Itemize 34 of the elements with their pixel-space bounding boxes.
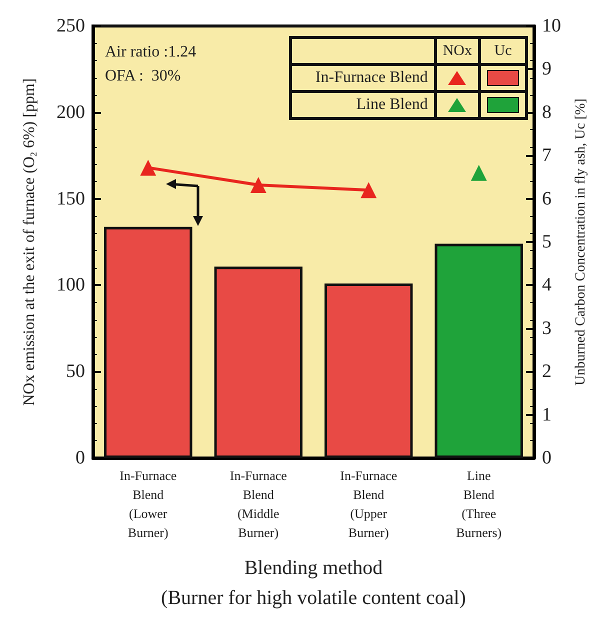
annotation: NOx <box>435 38 480 64</box>
y2-tick-label: 3 <box>542 318 552 339</box>
y2-axis-title: Unburned Carbon Concentration in fly ash, Uc [%] <box>574 98 588 386</box>
y2-tick-label: 8 <box>542 102 552 123</box>
y-tick-label: 100 <box>56 274 85 296</box>
y2-tick-label: 4 <box>542 274 552 296</box>
point <box>140 160 156 176</box>
y2-tick-label: 5 <box>542 232 552 252</box>
point <box>250 176 266 193</box>
y2-tick-label: 2 <box>542 361 552 382</box>
y2-tick-label: 1 <box>542 404 552 426</box>
y2-tick-label: 9 <box>542 58 552 80</box>
point <box>360 182 377 198</box>
point <box>470 164 487 181</box>
x-tick-label: In-Furnace Blend (Middle Burner) <box>230 468 288 540</box>
legend-label: Line Blend <box>290 92 436 118</box>
y-tick-label: 250 <box>56 16 85 36</box>
y-tick-label: 50 <box>66 361 85 382</box>
y2-tick-label: 7 <box>542 145 552 166</box>
x-tick-label: In-Furnace Blend (Lower Burner) <box>120 468 177 540</box>
y-tick-label: 150 <box>56 188 85 210</box>
x-axis-title: Blending method (Burner for high volatile content coal) <box>161 557 466 609</box>
x-tick-label: Line Blend (Three Burners) <box>456 468 502 540</box>
y2-tick-label: 10 <box>542 16 561 36</box>
y-axis-title: NOx emission at the exit of furnace (O2 6%) [ppm] <box>21 78 38 406</box>
y-tick-label: 200 <box>56 102 85 123</box>
legend-label: In-Furnace Blend <box>290 64 436 92</box>
x-tick-label: In-Furnace Blend (Upper Burner) <box>340 468 398 540</box>
y2-tick-label: 6 <box>542 188 552 210</box>
annotation: Air ratio :1.24 <box>105 44 196 60</box>
annotation: Uc <box>480 38 526 64</box>
y-tick-label: 0 <box>76 448 85 468</box>
y2-tick-label: 0 <box>542 448 552 468</box>
annotation: OFA : 30% <box>105 68 181 84</box>
